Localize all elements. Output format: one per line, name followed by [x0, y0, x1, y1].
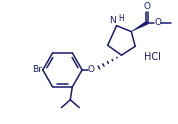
Text: O: O	[154, 18, 161, 27]
Text: O: O	[87, 65, 95, 74]
Text: Br: Br	[32, 65, 42, 74]
Text: N: N	[109, 16, 116, 25]
Text: O: O	[143, 2, 151, 11]
Text: HCl: HCl	[144, 52, 161, 62]
Polygon shape	[131, 21, 148, 32]
Text: H: H	[119, 14, 124, 23]
